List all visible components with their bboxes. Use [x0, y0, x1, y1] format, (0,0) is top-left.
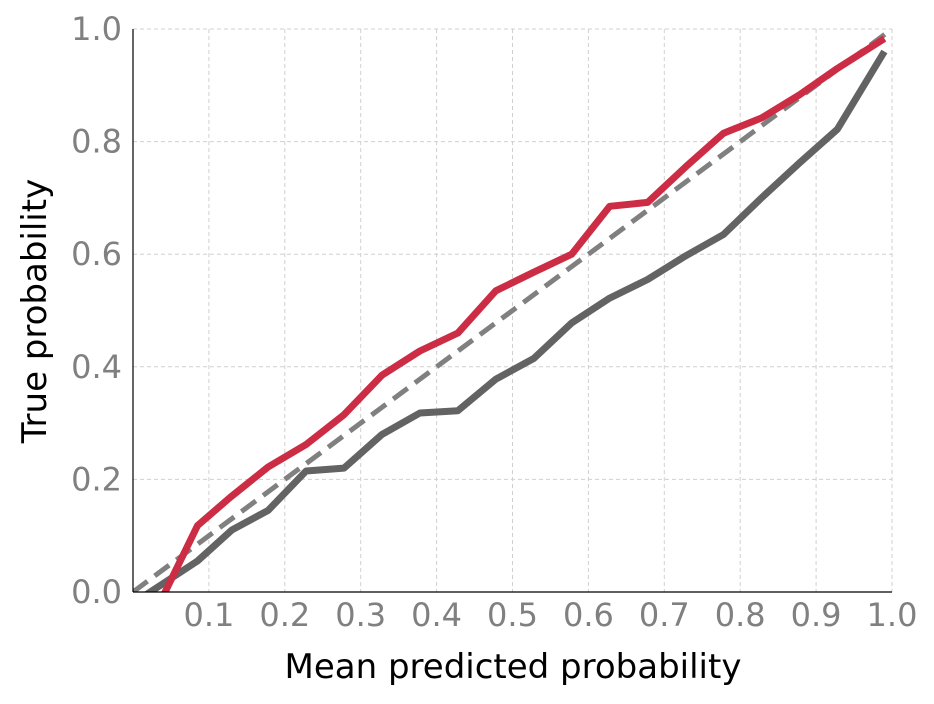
axes: [132, 29, 892, 593]
x-tick-label: 0.7: [639, 596, 690, 634]
y-axis-label: True probability: [15, 179, 55, 444]
x-tick-label: 0.6: [563, 596, 614, 634]
y-tick-label: 0.8: [71, 123, 122, 161]
y-tick-label: 0.4: [71, 348, 122, 386]
x-tick-label: 0.1: [183, 596, 234, 634]
x-tick-label: 0.3: [335, 596, 386, 634]
series-lines: [133, 26, 894, 592]
y-tick-label: 0.2: [71, 460, 122, 498]
y-tick-label: 0.0: [71, 573, 122, 611]
tick-labels: 0.1 0.2 0.3 0.4 0.5 0.6 0.7 0.8 0.9 1.0 0.0 0.2 0.4 0…: [71, 10, 917, 634]
y-tick-label: 1.0: [71, 10, 122, 48]
x-tick-label: 0.2: [259, 596, 310, 634]
series-line: [143, 49, 888, 592]
reference-diagonal-line: [133, 26, 894, 592]
x-tick-label: 0.8: [715, 596, 766, 634]
x-tick-label: 0.9: [791, 596, 842, 634]
x-tick-label: 0.4: [411, 596, 462, 634]
x-tick-label: 1.0: [867, 596, 918, 634]
y-tick-label: 0.6: [71, 235, 122, 273]
x-axis-label: Mean predicted probability: [285, 647, 742, 687]
series-line: [161, 35, 887, 592]
x-tick-label: 0.5: [487, 596, 538, 634]
